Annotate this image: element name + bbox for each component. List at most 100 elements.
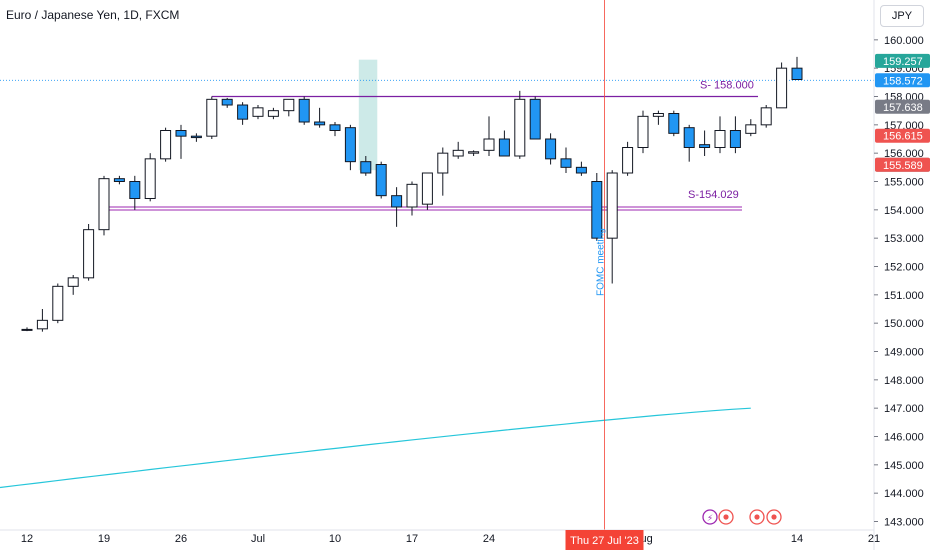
event-icon-dot [723,514,729,520]
x-tick-label: 21 [868,533,880,545]
moving-average-line [0,407,751,489]
candle [529,96,541,140]
candle-body [98,178,110,231]
event-icon-dot [771,514,777,520]
candle [468,150,480,156]
candle [160,127,172,162]
candle-body [329,124,341,132]
candle [668,110,680,137]
candle-body [637,115,649,149]
candle [113,175,125,185]
candle [283,98,295,117]
candle [498,130,510,157]
candle-body [452,149,464,157]
candle [144,153,156,202]
chart-title: Euro / Japanese Yen, 1D, FXCM [6,8,180,22]
candle-body [699,144,711,149]
price-badge [875,99,930,114]
y-tick-label: 153.000 [884,233,924,245]
lightning-icon[interactable]: ⚡ [702,509,718,525]
y-tick-label: 147.000 [884,403,924,415]
candle [206,96,218,139]
price-badge-label: 155.589 [883,160,923,172]
x-tick-label: 12 [21,533,33,545]
candle-body [776,67,788,109]
candle-body [375,164,387,197]
candle [514,90,526,159]
candle-body [206,98,218,137]
event-date-label: Thu 27 Jul '23 [570,535,639,547]
candle-body [267,110,279,117]
resistance-label: S- 158.000 [700,80,754,92]
candle [175,124,187,159]
x-tick-label: 26 [175,533,187,545]
candle [622,141,634,176]
candle [314,107,326,128]
x-tick-label: 17 [406,533,418,545]
event-icon-ring [702,509,718,525]
candle-body [406,183,418,208]
event-dot-icon[interactable] [749,509,765,525]
candle [36,309,48,332]
candle [606,170,618,284]
candle [221,97,233,108]
candle-body [729,130,741,148]
candle-body [529,98,541,140]
candle [745,119,757,137]
candle [360,156,372,176]
candle-body [714,130,726,148]
candle-body [113,178,125,183]
event-dot-icon[interactable] [766,509,782,525]
candle-body [591,181,603,239]
candle [190,133,202,142]
y-tick-label: 152.000 [884,262,924,274]
candle-body [160,130,172,160]
candle-body [83,229,95,279]
y-tick-label: 160.000 [884,35,924,47]
x-tick-label: 14 [791,533,803,545]
candle [452,141,464,159]
candle [252,105,264,120]
candle-body [360,161,372,174]
candle [375,161,387,199]
y-tick-label: 148.000 [884,375,924,387]
y-tick-label: 143.000 [884,517,924,529]
candle-body [175,130,187,137]
x-tick-label: 19 [98,533,110,545]
price-badge-label: 156.615 [883,131,923,143]
candle-body [344,127,356,163]
candle-body [560,158,572,168]
candle [652,110,664,125]
y-tick-label: 149.000 [884,347,924,359]
candle-body [221,98,233,106]
candle [791,56,803,80]
candle [344,124,356,171]
currency-button[interactable]: JPY [880,5,924,27]
price-badge [875,73,930,88]
candle [329,122,341,137]
lightning-glyph: ⚡ [707,514,713,524]
event-date-badge [565,530,644,550]
y-tick-label: 150.000 [884,318,924,330]
candle [729,116,741,154]
candle-body [129,181,141,199]
price-badge [875,53,930,68]
y-tick-label: 155.000 [884,177,924,189]
candle [683,124,695,162]
candle-body [252,107,264,117]
price-badge [875,128,930,143]
candle [760,105,772,128]
candle [406,181,418,216]
candle-body [468,151,480,154]
candle [298,96,310,125]
candle-body [298,98,310,123]
candle-body [421,172,433,205]
event-label: FOMC meeting [596,228,607,296]
candle [21,327,33,332]
candle-body [314,121,326,126]
event-dot-icon[interactable] [718,509,734,525]
support-label: S-154.029 [688,189,739,201]
candle-body [545,138,557,160]
candle-body [498,138,510,157]
